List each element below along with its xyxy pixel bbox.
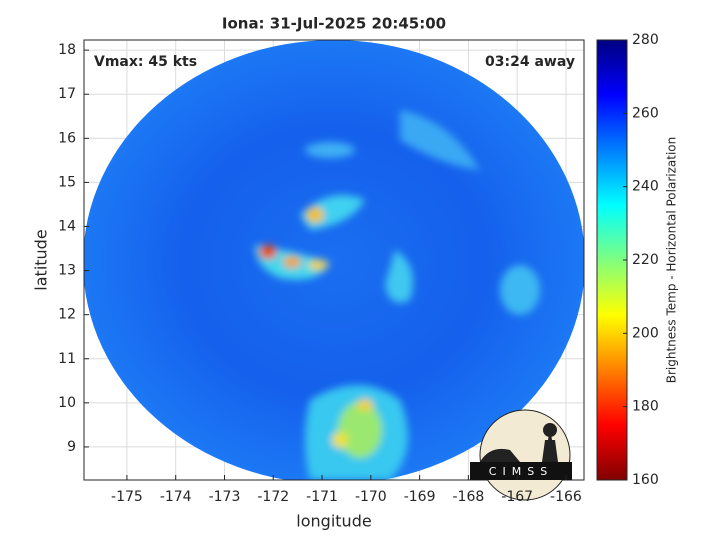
x-tick-label: -172 — [257, 489, 289, 505]
colorbar-tick-label: 280 — [632, 32, 659, 48]
colorbar-label: Brightness Temp - Horizontal Polarizatio… — [665, 137, 679, 384]
cloud-features — [255, 110, 540, 480]
y-tick-label: 10 — [58, 395, 76, 411]
colorbar-tick-label: 260 — [632, 105, 659, 121]
x-tick-label: -171 — [306, 489, 338, 505]
y-tick-label: 17 — [58, 86, 76, 102]
y-tick-label: 11 — [58, 351, 76, 367]
brightness-image — [84, 40, 584, 480]
colorbar-tick-label: 200 — [632, 325, 659, 341]
x-tick-label: -167 — [501, 489, 533, 505]
colorbar-tick-label: 220 — [632, 252, 659, 268]
y-tick-label: 16 — [58, 130, 76, 146]
x-tick-label: -169 — [404, 489, 436, 505]
x-tick-label: -173 — [209, 489, 241, 505]
colorbar-tick-label: 240 — [632, 179, 659, 195]
x-tick-label: -174 — [160, 489, 192, 505]
annotation: Vmax: 45 kts — [94, 54, 197, 70]
x-tick-label: -170 — [355, 489, 387, 505]
y-tick-label: 13 — [58, 263, 76, 279]
colorbar — [596, 39, 628, 481]
colorbar-tick-label: 180 — [632, 399, 659, 415]
axes-box — [83, 39, 585, 481]
x-axis-label: longitude — [296, 512, 371, 531]
x-tick-label: -168 — [452, 489, 484, 505]
cimss-logo: CIMSS — [470, 409, 572, 501]
y-tick-label: 18 — [58, 42, 76, 58]
chart-title: Iona: 31-Jul-2025 20:45:00 — [222, 15, 446, 33]
y-axis-label: latitude — [32, 229, 51, 290]
y-tick-label: 14 — [58, 218, 76, 234]
y-tick-label: 15 — [58, 174, 76, 190]
y-tick-label: 12 — [58, 307, 76, 323]
colorbar-tick-label: 160 — [632, 472, 659, 488]
x-tick-label: -166 — [550, 489, 582, 505]
logo-text: CIMSS — [489, 465, 553, 478]
x-tick-label: -175 — [111, 489, 143, 505]
y-tick-label: 9 — [67, 439, 76, 455]
annotation: 03:24 away — [485, 54, 575, 70]
